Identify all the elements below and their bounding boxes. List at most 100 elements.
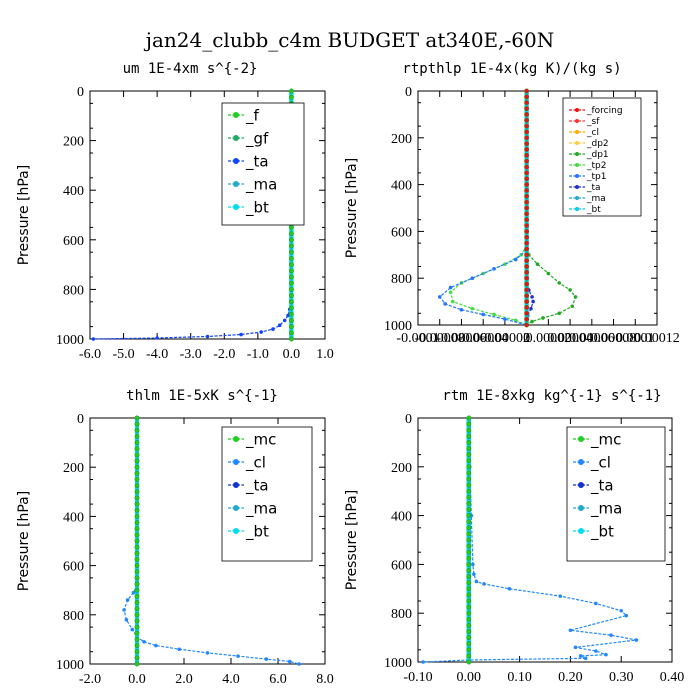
data-point bbox=[264, 657, 269, 661]
panel-title: um 1E-4xm s^{-2} bbox=[123, 61, 258, 77]
zero-line-marker bbox=[524, 287, 530, 293]
zero-line-marker bbox=[288, 336, 294, 342]
legend-marker bbox=[578, 436, 584, 442]
y-tick-label: 600 bbox=[63, 560, 84, 575]
zero-line-marker bbox=[524, 141, 530, 147]
zero-line-marker bbox=[134, 421, 140, 427]
zero-line-marker bbox=[466, 543, 472, 549]
data-point bbox=[558, 594, 563, 598]
legend-entry: _mc bbox=[245, 430, 276, 449]
zero-line-marker bbox=[288, 88, 294, 94]
legend-marker bbox=[575, 196, 579, 200]
panel-1: um 1E-4xm s^{-2} Pressure [hPa] 0 200 400 600… bbox=[16, 61, 334, 362]
zero-line-marker bbox=[466, 568, 472, 573]
x-tick-label: -4.0 bbox=[146, 347, 168, 362]
data-point bbox=[492, 267, 496, 271]
y-tick-label: 800 bbox=[63, 609, 84, 624]
y-tick-label: 1000 bbox=[384, 319, 412, 334]
legend-marker bbox=[578, 482, 584, 488]
zero-line-marker bbox=[134, 470, 140, 476]
zero-line-marker bbox=[466, 488, 472, 494]
zero-line-marker bbox=[524, 240, 530, 246]
data-point bbox=[142, 640, 146, 644]
zero-line-marker bbox=[134, 452, 140, 458]
panel-title: rtpthlp 1E-4x(kg K)/(kg s) bbox=[402, 61, 621, 77]
y-tick-label: 800 bbox=[63, 283, 84, 298]
zero-line-marker bbox=[466, 586, 472, 592]
zero-line-marker bbox=[288, 243, 294, 249]
x-tick-label: -0.0001 bbox=[396, 331, 439, 346]
data-point bbox=[124, 617, 129, 622]
data-point bbox=[482, 582, 486, 586]
zero-line-marker bbox=[524, 322, 530, 328]
zero-line-marker bbox=[466, 482, 472, 488]
zero-line-marker bbox=[134, 427, 140, 433]
zero-line-marker bbox=[134, 600, 140, 605]
zero-line-marker bbox=[134, 630, 140, 636]
zero-line-marker bbox=[466, 616, 472, 622]
legend-box bbox=[221, 426, 313, 562]
zero-line-marker bbox=[134, 624, 140, 630]
zero-line-marker bbox=[524, 94, 530, 100]
data-point bbox=[507, 587, 512, 591]
data-point bbox=[541, 316, 545, 320]
y-tick-label: 600 bbox=[391, 225, 412, 240]
zero-line-marker bbox=[524, 205, 530, 211]
legend-marker bbox=[233, 505, 239, 511]
data-point bbox=[205, 334, 210, 339]
zero-line-marker bbox=[466, 635, 472, 641]
zero-line-marker bbox=[134, 606, 140, 612]
data-point bbox=[583, 656, 588, 661]
x-tick-label: 0.0001 bbox=[616, 331, 655, 346]
legend-entry: _tp2 bbox=[586, 161, 606, 171]
data-point bbox=[282, 318, 287, 323]
zero-line-marker bbox=[466, 549, 472, 555]
x-tick-label: -3.0 bbox=[180, 347, 202, 362]
zero-line-marker bbox=[466, 622, 472, 628]
zero-line-marker bbox=[466, 427, 472, 433]
legend-entry: _ta bbox=[245, 152, 269, 171]
legend-entry: _ma bbox=[245, 499, 277, 518]
zero-line-marker bbox=[524, 170, 530, 176]
legend-entry: _mc bbox=[590, 430, 621, 449]
zero-line-marker bbox=[288, 293, 294, 299]
zero-line-marker bbox=[134, 563, 140, 569]
data-point bbox=[470, 306, 475, 311]
zero-line-marker bbox=[134, 501, 140, 507]
zero-line-marker bbox=[134, 495, 140, 501]
zero-line-marker bbox=[466, 525, 472, 531]
data-point bbox=[271, 327, 275, 331]
x-tick-label: -2.0 bbox=[213, 347, 235, 362]
zero-line-marker bbox=[466, 610, 472, 616]
x-tick-label: 0.00012 bbox=[634, 331, 680, 346]
data-point bbox=[503, 317, 507, 321]
y-axis-label: Pressure [hPa] bbox=[344, 490, 360, 590]
data-point bbox=[609, 633, 613, 637]
zero-line-marker bbox=[134, 464, 140, 470]
legend-entry: _ta bbox=[590, 476, 614, 495]
data-point bbox=[513, 257, 518, 262]
plot-frame bbox=[417, 90, 658, 326]
panel-4: rtm 1E-8xkg kg^{-1} s^{-1} Pressure [hPa]… bbox=[344, 388, 684, 685]
zero-line-marker bbox=[288, 280, 294, 286]
y-tick-label: 800 bbox=[391, 607, 412, 622]
panel-title: thlm 1E-5xK s^{-1} bbox=[126, 388, 278, 404]
zero-line-marker bbox=[134, 446, 140, 452]
zero-line-marker bbox=[466, 555, 472, 561]
zero-line-marker bbox=[288, 231, 294, 237]
legend-entry: _bt bbox=[245, 522, 269, 541]
data-point bbox=[154, 643, 158, 648]
data-point bbox=[529, 306, 533, 311]
zero-line-marker bbox=[466, 458, 472, 464]
data-point bbox=[448, 285, 453, 290]
data-point bbox=[481, 312, 485, 317]
legend-marker bbox=[233, 135, 239, 141]
y-tick-label: 200 bbox=[63, 135, 84, 150]
zero-line-marker bbox=[288, 305, 294, 311]
y-tick-label: 0 bbox=[77, 85, 84, 100]
data-point bbox=[573, 295, 578, 299]
data-point bbox=[530, 319, 534, 324]
y-tick-label: 0 bbox=[77, 412, 84, 427]
data-point bbox=[131, 590, 136, 595]
legend-entry: _gf bbox=[245, 129, 269, 148]
